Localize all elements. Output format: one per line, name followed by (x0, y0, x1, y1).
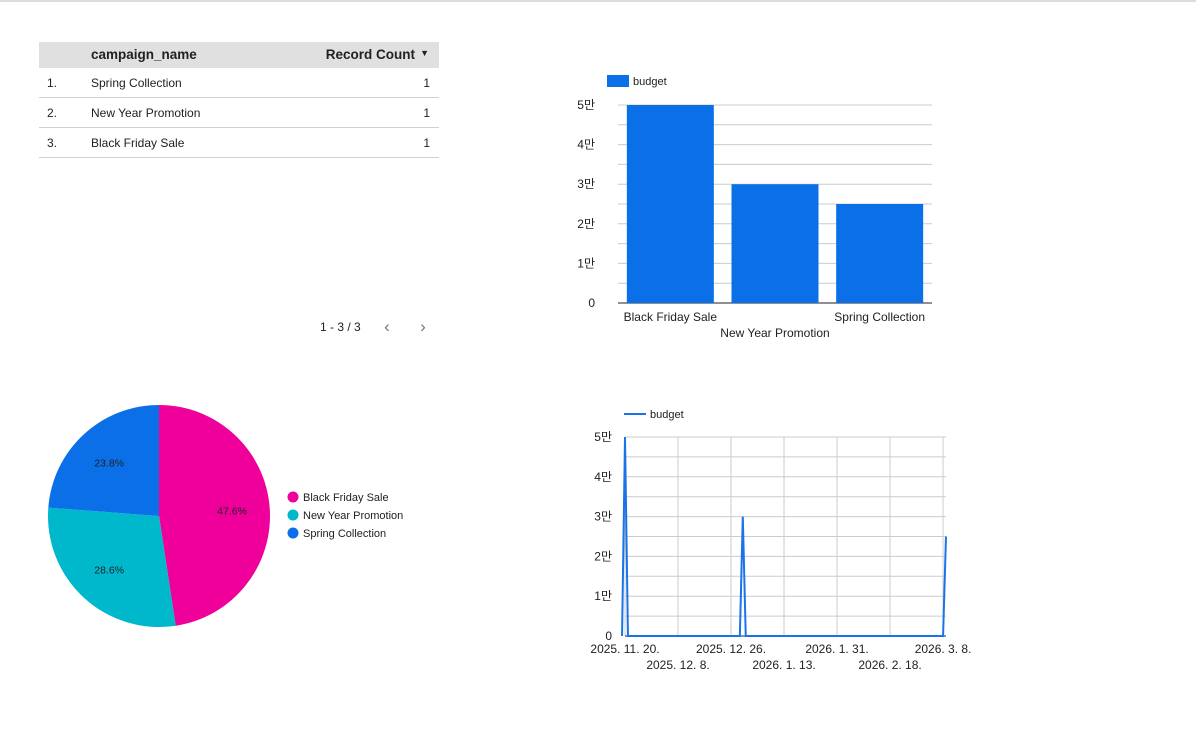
legend-label: New Year Promotion (303, 510, 403, 522)
pie-slice (48, 507, 176, 627)
row-record-count: 1 (423, 106, 430, 120)
bar (731, 184, 819, 303)
bar (626, 105, 714, 303)
legend-label: Black Friday Sale (303, 492, 389, 504)
table-header: campaign_name Record Count ▼ (39, 42, 439, 68)
chevron-left-icon[interactable]: ‹ (384, 317, 390, 336)
x-tick-label: 2026. 2. 18. (858, 658, 921, 672)
legend-label: Spring Collection (303, 528, 386, 540)
bar (836, 204, 924, 303)
series-line (621, 436, 947, 637)
row-campaign-name: New Year Promotion (91, 106, 201, 120)
row-campaign-name: Black Friday Sale (91, 136, 185, 150)
y-tick-label: 5만 (577, 98, 595, 112)
x-tick-label: 2025. 12. 26. (696, 642, 766, 656)
row-index: 3. (47, 136, 58, 150)
y-tick-label: 0 (605, 629, 612, 643)
legend-dot (287, 491, 299, 503)
row-campaign-name: Spring Collection (91, 76, 182, 90)
column-header-campaign-name[interactable]: campaign_name (91, 47, 197, 62)
y-tick-label: 3만 (594, 510, 612, 524)
row-index: 2. (47, 106, 58, 120)
x-tick-label: 2026. 1. 13. (752, 658, 815, 672)
x-tick-label: 2025. 11. 20. (590, 642, 659, 656)
x-tick-label: 2026. 3. 8. (915, 642, 972, 656)
slice-value-label: 47.6% (217, 505, 247, 517)
legend-dot (287, 527, 299, 539)
x-tick-label: 2026. 1. 31. (805, 642, 868, 656)
x-tick-label: New Year Promotion (720, 326, 829, 340)
x-tick-label: 2025. 12. 8. (646, 658, 709, 672)
legend-swatch (607, 75, 629, 87)
pagination-label: 1 - 3 / 3 (320, 320, 361, 334)
pie-slice (159, 405, 270, 626)
table-row: 1. Spring Collection 1 (39, 68, 439, 98)
sort-desc-icon[interactable]: ▼ (420, 48, 429, 58)
y-tick-label: 5만 (594, 430, 612, 444)
x-tick-label: Spring Collection (834, 310, 925, 324)
row-index: 1. (47, 76, 58, 90)
pie-slice (48, 405, 159, 516)
slice-value-label: 23.8% (94, 457, 124, 469)
y-tick-label: 1만 (577, 256, 595, 270)
column-header-record-count[interactable]: Record Count (325, 47, 415, 62)
y-tick-label: 2만 (594, 549, 612, 563)
table-row: 2. New Year Promotion 1 (39, 98, 439, 128)
y-tick-label: 1만 (594, 589, 612, 603)
legend-label: budget (650, 409, 684, 421)
row-record-count: 1 (423, 76, 430, 90)
campaign-table: campaign_name Record Count ▼ 1. Spring C… (39, 42, 439, 158)
table-row: 3. Black Friday Sale 1 (39, 128, 439, 158)
y-tick-label: 3만 (577, 177, 595, 191)
chevron-right-icon[interactable]: › (420, 317, 426, 336)
legend-dot (287, 509, 299, 521)
top-divider (0, 0, 1196, 2)
y-tick-label: 2만 (577, 217, 595, 231)
y-tick-label: 4만 (577, 138, 595, 152)
legend-label: budget (633, 76, 667, 88)
x-tick-label: Black Friday Sale (624, 310, 718, 324)
pie-chart: 47.6% 28.6% 23.8% Black Friday Sale New Year… (48, 405, 403, 627)
y-tick-label: 4만 (594, 470, 612, 484)
y-tick-label: 0 (588, 296, 595, 310)
line-chart: 2025. 11. 20. 2025. 12. 8. 2025. 12. 26. 20… (590, 409, 972, 672)
row-record-count: 1 (423, 136, 430, 150)
slice-value-label: 28.6% (94, 565, 124, 577)
